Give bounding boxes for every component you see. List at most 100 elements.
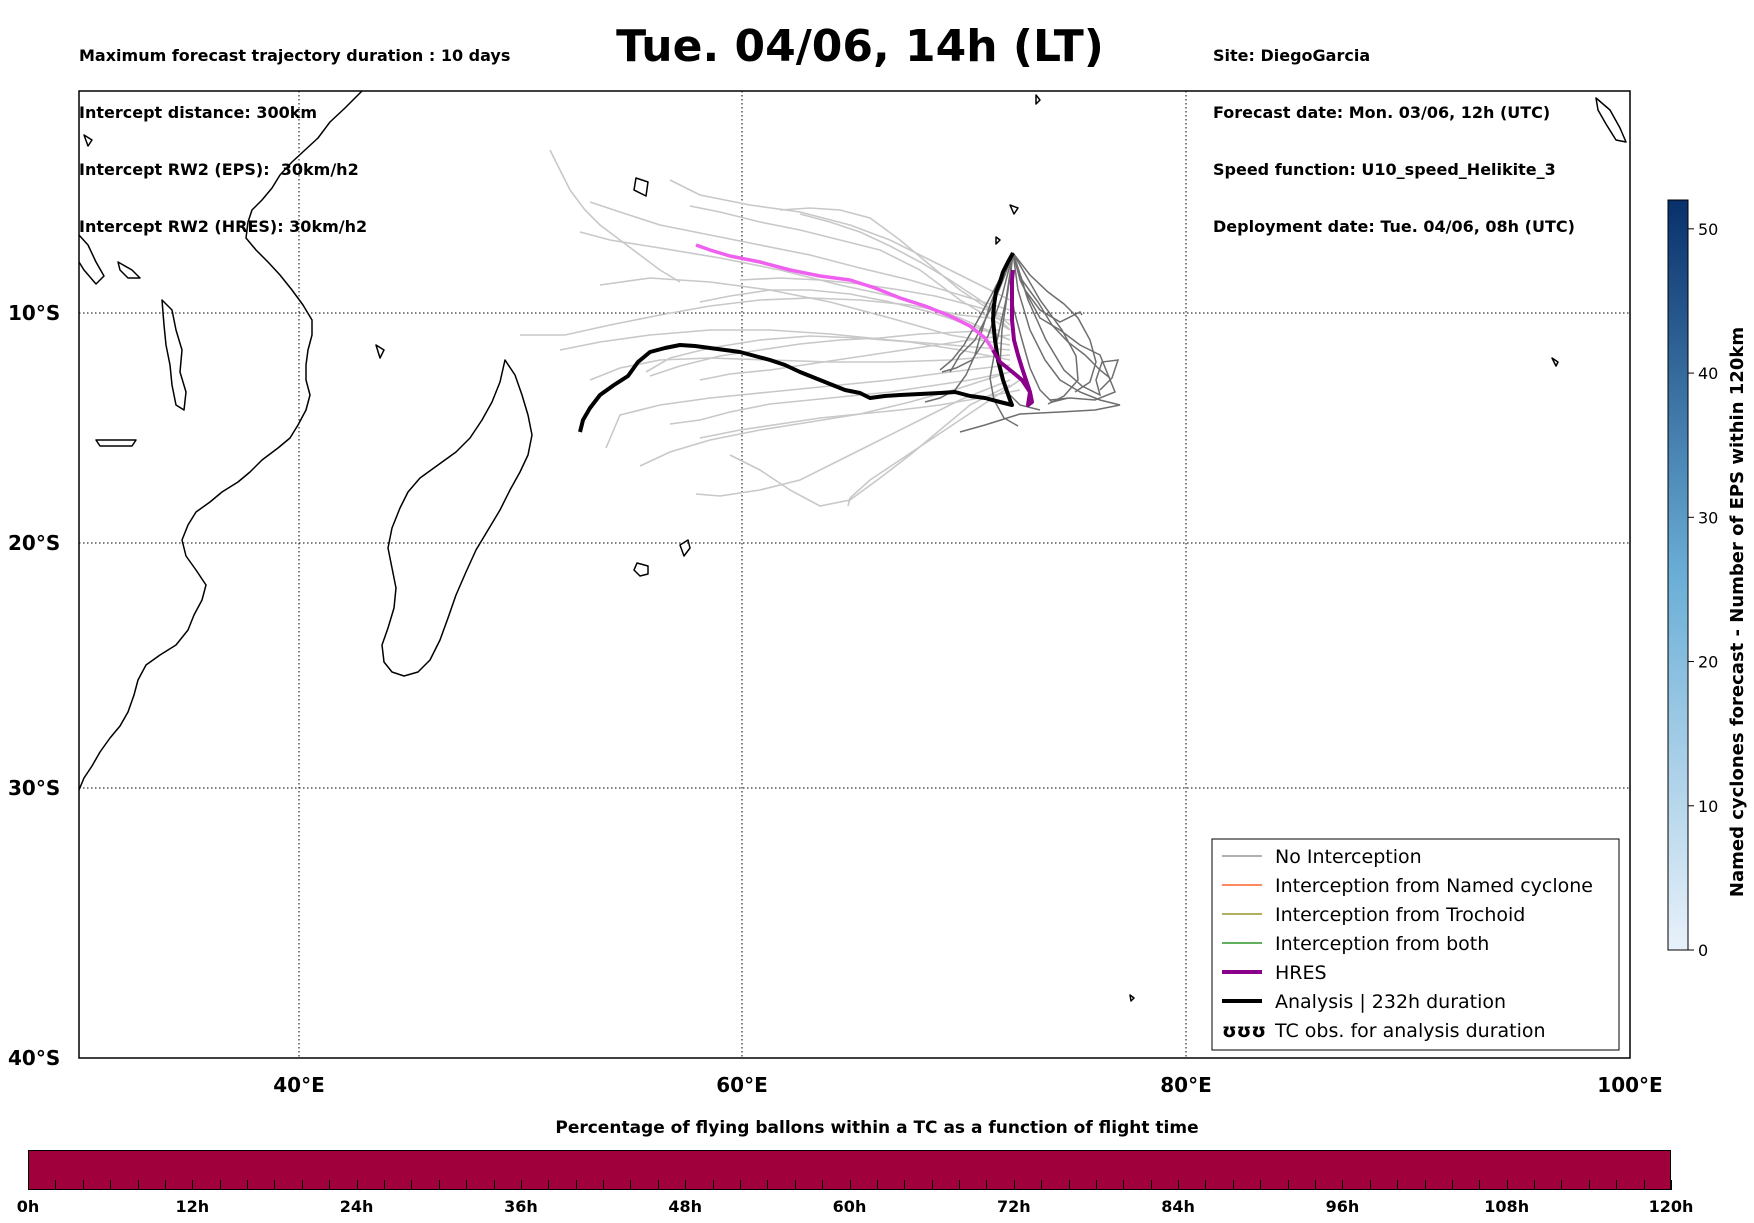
time-bar-minor-tick <box>164 1180 166 1190</box>
island <box>1035 94 1041 105</box>
time-bar-minor-tick <box>1232 1180 1234 1190</box>
time-bar-minor-tick <box>192 1180 194 1190</box>
eps-trajectory <box>847 379 1021 507</box>
time-bar-title: Percentage of flying ballons within a TC… <box>555 1118 1199 1138</box>
lon-label-80e: 80°E <box>1160 1073 1212 1097</box>
analysis-trajectory <box>578 252 1015 433</box>
time-bar-minor-tick <box>657 1180 659 1190</box>
time-bar-minor-tick <box>1150 1180 1152 1190</box>
time-bar-minor-tick <box>1506 1180 1508 1190</box>
colorbar-ticks: 0 10 20 30 40 50 <box>1688 220 1718 960</box>
time-bar-minor-tick <box>301 1180 303 1190</box>
time-bar-minor-tick <box>794 1180 796 1190</box>
time-bar-minor-tick <box>1643 1180 1645 1190</box>
header-line: Intercept RW2 (EPS): 30km/h2 <box>79 160 359 179</box>
time-bar-minor-tick <box>739 1180 741 1190</box>
header-info-left: Maximum forecast trajectory duration : 1… <box>79 8 510 255</box>
time-bar-minor-tick <box>575 1180 577 1190</box>
eps-trajectory <box>549 149 681 283</box>
header-line: Site: DiegoGarcia <box>1213 46 1371 65</box>
time-bar-minor-tick <box>520 1180 522 1190</box>
madagascar-coastline <box>381 359 533 677</box>
time-bar-minor-tick <box>1205 1180 1207 1190</box>
time-bar-minor-tick <box>1424 1180 1426 1190</box>
eps-trajectory <box>669 371 1011 425</box>
africa-coastline <box>79 91 363 791</box>
time-bar-minor-tick <box>986 1180 988 1190</box>
time-bar-minor-tick <box>876 1180 878 1190</box>
time-bar-minor-tick <box>1397 1180 1399 1190</box>
header-line: Intercept RW2 (HRES): 30km/h2 <box>79 217 368 236</box>
header-line: Deployment date: Tue. 04/06, 08h (UTC) <box>1213 217 1575 236</box>
eps-trajectory <box>649 329 1001 377</box>
hres-trajectory-late <box>991 269 1034 407</box>
time-bar-minor-tick <box>1068 1180 1070 1190</box>
header-line: Forecast date: Mon. 03/06, 12h (UTC) <box>1213 103 1551 122</box>
lat-label-30s: 30°S <box>8 776 60 800</box>
time-bar-minor-tick <box>1041 1180 1043 1190</box>
time-bar-tick-label: 96h <box>1325 1197 1360 1216</box>
eps-trajectory <box>559 329 1011 351</box>
time-bar-tick-label: 84h <box>1161 1197 1195 1216</box>
time-bar-minor-tick <box>329 1180 331 1190</box>
legend-label-tc-obs: TC obs. for analysis duration <box>1274 1020 1546 1042</box>
time-bar-minor-tick <box>493 1180 495 1190</box>
time-bar-minor-tick <box>1534 1180 1536 1190</box>
time-bar-minor-tick <box>1671 1180 1672 1190</box>
time-bar-tick-label: 0h <box>16 1197 40 1216</box>
colorbar-tick-label: 50 <box>1698 220 1718 239</box>
time-bar-tick-label: 60h <box>832 1197 867 1216</box>
eps-trajectory <box>605 364 1011 449</box>
colorbar-title: Named cyclones forecast - Number of EPS … <box>1727 327 1748 897</box>
time-bar-minor-tick <box>1369 1180 1371 1190</box>
map-grid <box>79 91 1630 1058</box>
eps-trajectory <box>699 334 1011 381</box>
time-bar-minor-tick <box>137 1180 139 1190</box>
time-bar-minor-tick <box>685 1180 687 1190</box>
eps-trajectory <box>695 379 1011 497</box>
lon-label-40e: 40°E <box>273 1073 325 1097</box>
eps-trajectories <box>520 149 1021 507</box>
cyclone-colorbar: 0 10 20 30 40 50 Named cyclones forecast - Nu… <box>1667 199 1748 960</box>
island <box>117 261 141 279</box>
map-frame <box>78 90 1631 1059</box>
eps-trajectory-near <box>1012 252 1079 405</box>
time-bar-minor-tick <box>603 1180 605 1190</box>
time-bar-minor-tick <box>1451 1180 1453 1190</box>
time-bar-tick-label: 24h <box>339 1197 374 1216</box>
time-bar-minor-tick <box>1315 1180 1317 1190</box>
lat-label-10s: 10°S <box>8 301 60 325</box>
time-bar-minor-tick <box>548 1180 550 1190</box>
time-bar-minor-tick <box>931 1180 933 1190</box>
lon-label-100e: 100°E <box>1597 1073 1662 1097</box>
time-bar-minor-tick <box>383 1180 385 1190</box>
eps-trajectory <box>739 277 1006 316</box>
time-bar-minor-tick <box>356 1180 358 1190</box>
time-bar-minor-tick <box>630 1180 632 1190</box>
legend-label-both: Interception from both <box>1275 933 1489 955</box>
time-bar-minor-tick <box>55 1180 57 1190</box>
legend-label-trochoid: Interception from Trochoid <box>1275 904 1525 926</box>
island <box>633 562 649 577</box>
island <box>83 134 93 147</box>
time-bar-minor-tick <box>959 1180 961 1190</box>
lat-label-40s: 40°S <box>8 1046 60 1070</box>
eps-trajectory <box>779 207 1011 331</box>
eps-trajectory <box>579 231 1011 341</box>
time-bar-minor-tick <box>1342 1180 1344 1190</box>
eps-trajectory <box>729 384 1011 507</box>
island <box>1551 357 1559 367</box>
island <box>679 539 691 557</box>
eps-trajectory <box>669 179 1011 301</box>
legend-label-named-cyclone: Interception from Named cyclone <box>1275 875 1593 897</box>
island <box>375 344 385 359</box>
header-line: Intercept distance: 300km <box>79 103 318 122</box>
time-bar-minor-tick <box>1561 1180 1563 1190</box>
time-bar-minor-tick <box>110 1180 112 1190</box>
time-bar-minor-tick <box>466 1180 468 1190</box>
legend-swatch-tc-obs: ʊʊʊ <box>1222 1020 1266 1042</box>
eps-trajectory <box>599 277 1011 346</box>
legend-label-no-interception: No Interception <box>1275 846 1422 868</box>
colorbar-tick-label: 30 <box>1698 508 1718 527</box>
